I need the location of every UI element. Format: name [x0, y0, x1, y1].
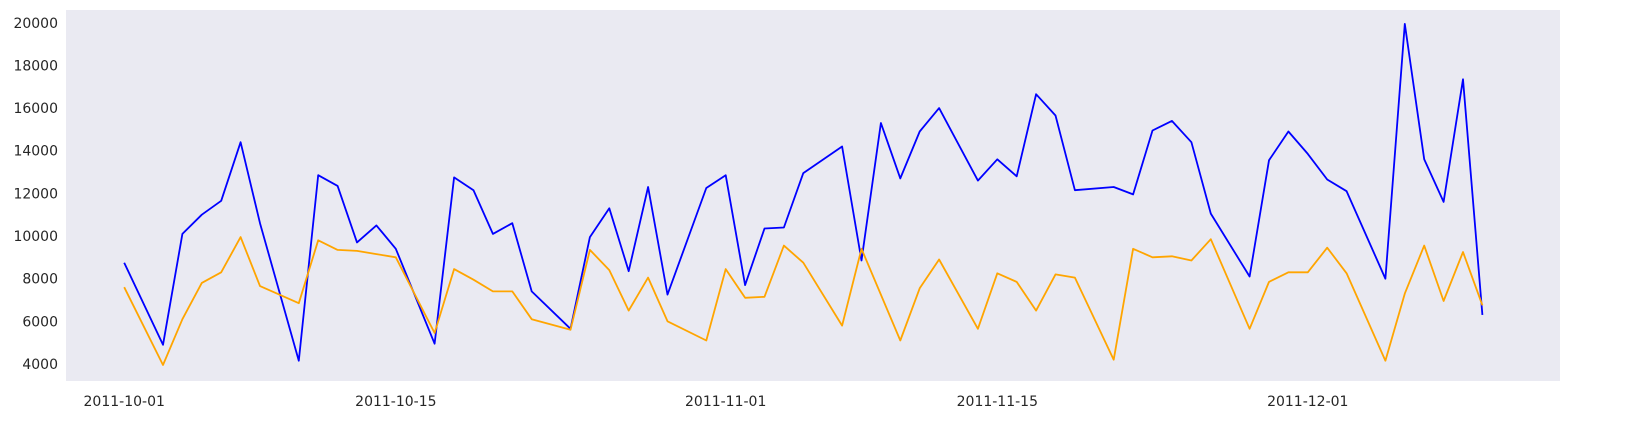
x-tick-label: 2011-11-01 — [685, 394, 766, 410]
y-tick-label: 4000 — [22, 357, 58, 373]
y-tick-label: 18000 — [13, 58, 58, 74]
y-axis: 4000 6000 8000 10000 12000 14000 16000 18000 200… — [13, 16, 58, 373]
y-tick-label: 20000 — [13, 16, 58, 32]
y-tick-label: 6000 — [22, 314, 58, 330]
y-tick-label: 16000 — [13, 101, 58, 117]
plot-area — [66, 10, 1560, 381]
series-2 — [123, 236, 1484, 366]
x-tick-label: 2011-10-01 — [84, 394, 165, 410]
series-1 — [123, 22, 1484, 362]
series-layer — [123, 22, 1484, 366]
series-1-line — [123, 22, 1484, 362]
x-tick-label: 2011-11-15 — [957, 394, 1038, 410]
y-tick-label: 14000 — [13, 144, 58, 160]
y-tick-label: 10000 — [13, 229, 58, 245]
x-tick-label: 2011-10-15 — [355, 394, 436, 410]
series-2-line — [123, 236, 1484, 366]
y-tick-label: 8000 — [22, 272, 58, 288]
x-tick-label: 2011-12-01 — [1267, 394, 1348, 410]
y-tick-label: 12000 — [13, 186, 58, 202]
x-axis: 2011-10-01 2011-10-15 2011-11-01 2011-11-15… — [84, 394, 1349, 410]
